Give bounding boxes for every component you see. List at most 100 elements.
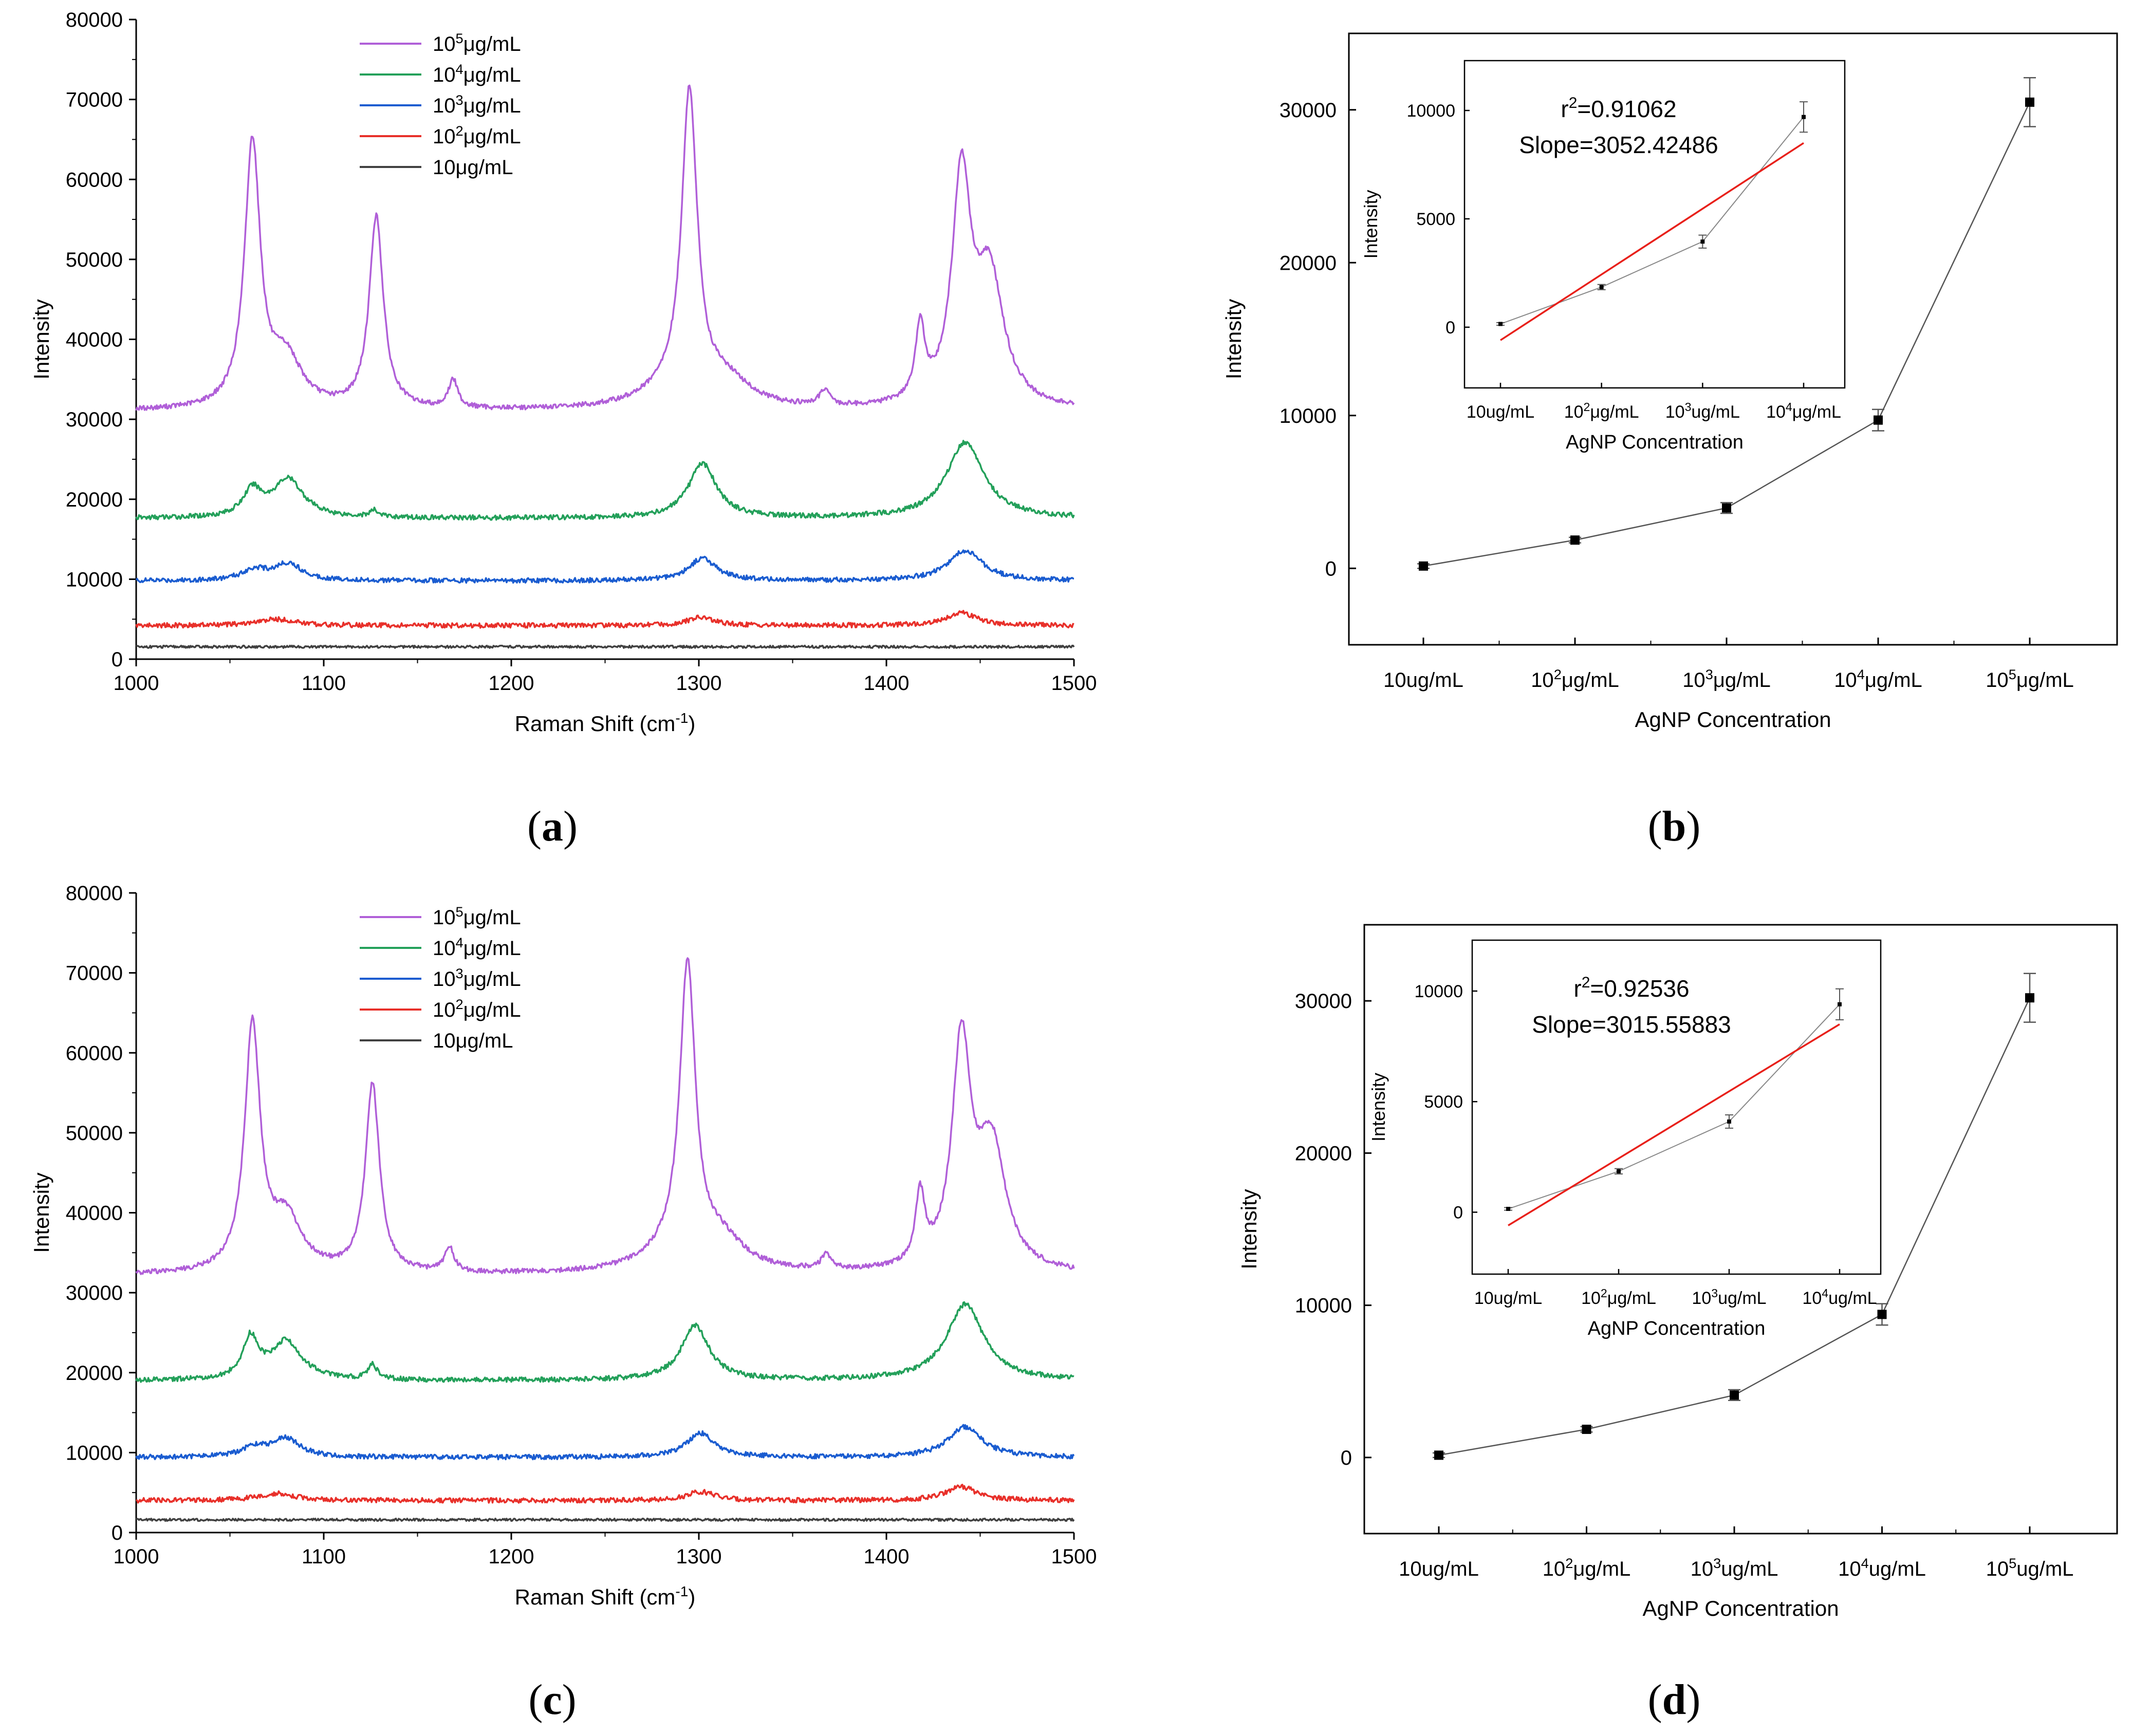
data-point-1 [1434, 1450, 1443, 1460]
data-point-2 [1570, 535, 1580, 545]
inset-x-axis-label: AgNP Concentration [1566, 432, 1744, 453]
x-axis-label: AgNP Concentration [1635, 707, 1831, 732]
y-tick-label: 60000 [66, 169, 123, 191]
data-point-5 [2025, 97, 2034, 107]
inset-x-tick-label: 10ug/mL [1474, 1289, 1542, 1308]
y-tick-label: 80000 [66, 882, 123, 905]
x-tick-label: 1200 [489, 1545, 534, 1568]
x-tick-label: 1000 [114, 672, 159, 695]
inset-data-line [1500, 117, 1804, 325]
chart-b: 0 10000 20000 30000 10ug/mL 102μg/mL 103μg/mL 1… [1221, 32, 2118, 732]
x-tick-label: 1200 [489, 672, 534, 695]
y-tick-label: 0 [112, 1522, 123, 1544]
caption-d: (d) [1647, 1676, 1701, 1724]
x-tick-label: 1100 [302, 1545, 346, 1568]
inset-y-axis-label: Intensity [1368, 1073, 1389, 1142]
legend-label-2: 104μg/mL [433, 935, 521, 960]
series-line-2 [135, 440, 1075, 521]
x-tick-label: 1000 [114, 1545, 159, 1568]
inset-x-tick-label: 102μg/mL [1581, 1286, 1656, 1308]
y-tick-label: 0 [1341, 1447, 1352, 1469]
x-tick-label: 105μg/mL [1986, 666, 2074, 692]
series-line-3 [135, 1424, 1075, 1461]
x-tick-label: 104ug/mL [1838, 1555, 1926, 1580]
x-axis-label: Raman Shift (cm-1) [515, 710, 696, 736]
series-line-3 [135, 549, 1074, 584]
y-tick-label: 30000 [66, 1282, 123, 1304]
slope-label: Slope=3015.55883 [1532, 1011, 1731, 1038]
x-tick-label: 1300 [676, 672, 722, 695]
x-tick-label: 1400 [864, 1545, 910, 1568]
x-tick-label: 1500 [1051, 1545, 1097, 1568]
fit-line [1500, 142, 1804, 341]
legend-label-4: 102μg/mL [433, 123, 521, 148]
legend-label-3: 103μg/mL [433, 965, 521, 991]
x-tick-label: 10ug/mL [1383, 669, 1463, 692]
y-tick-label: 10000 [1280, 405, 1337, 427]
y-axis-label: Intensity [1237, 1189, 1261, 1269]
x-tick-label: 103μg/mL [1682, 666, 1771, 692]
data-point-4 [1874, 415, 1883, 425]
plot-frame [1363, 924, 2118, 1535]
data-point-1 [1419, 561, 1428, 571]
caption-b: (b) [1647, 802, 1701, 850]
x-axis-label: Raman Shift (cm-1) [515, 1583, 696, 1609]
legend-label-4: 102μg/mL [433, 996, 521, 1021]
inset-x-tick-label: 102μg/mL [1564, 400, 1639, 422]
x-tick-label: 103ug/mL [1691, 1555, 1778, 1580]
y-tick-label: 50000 [66, 249, 123, 271]
inset-x-tick-label: 104ug/mL [1802, 1286, 1877, 1308]
x-tick-label: 1100 [302, 672, 346, 695]
legend-label-2: 104μg/mL [433, 61, 521, 86]
inset-data-point-3 [1727, 1119, 1731, 1124]
y-tick-label: 20000 [1280, 252, 1337, 274]
inset-x-tick-label: 104μg/mL [1766, 400, 1841, 422]
inset-data-point-3 [1700, 239, 1705, 244]
series-line-2 [135, 1301, 1074, 1383]
legend-label-5: 10μg/mL [433, 156, 513, 179]
inset-y-tick-label: 10000 [1406, 101, 1455, 121]
inset-y-tick-label: 0 [1453, 1203, 1463, 1222]
y-tick-label: 70000 [66, 962, 123, 985]
y-tick-label: 10000 [1295, 1295, 1352, 1317]
inset-x-axis-label: AgNP Concentration [1588, 1318, 1766, 1339]
y-tick-label: 70000 [66, 89, 123, 111]
x-tick-label: 104μg/mL [1834, 666, 1922, 692]
inset-data-point-1 [1498, 322, 1503, 326]
series-line-4 [136, 1484, 1075, 1504]
y-tick-label: 50000 [66, 1122, 123, 1145]
series-line-1 [135, 84, 1075, 411]
fit-line [1508, 1023, 1840, 1226]
chart-d: 0 10000 20000 30000 10ug/mL 102μg/mL 103ug/mL 1… [1237, 924, 2118, 1620]
inset-data-point-1 [1506, 1207, 1510, 1211]
y-axis-label: Intensity [29, 1172, 53, 1253]
plot-frame [1348, 32, 2118, 646]
inset-frame [1463, 60, 1846, 389]
y-tick-label: 30000 [66, 408, 123, 431]
y-tick-label: 60000 [66, 1042, 123, 1065]
inset-data-line [1508, 1004, 1840, 1209]
data-point-3 [1730, 1390, 1739, 1400]
inset-y-axis-label: Intensity [1360, 190, 1381, 258]
chart-a: 0 10000 20000 30000 40000 50000 60000 70000 8000… [29, 9, 1097, 736]
y-tick-label: 10000 [66, 1442, 123, 1464]
series-line-5 [136, 644, 1075, 649]
inset-data-point-2 [1617, 1169, 1621, 1173]
data-point-2 [1582, 1425, 1591, 1434]
x-axis-label: AgNP Concentration [1642, 1596, 1839, 1620]
x-tick-label: 102μg/mL [1543, 1555, 1631, 1580]
y-tick-label: 30000 [1295, 990, 1352, 1013]
inset-x-tick-label: 103ug/mL [1692, 1286, 1766, 1308]
chart-c: 0 10000 20000 30000 40000 50000 60000 70000 8000… [29, 882, 1097, 1609]
inset-y-tick-label: 5000 [1424, 1092, 1463, 1112]
y-tick-label: 20000 [66, 1362, 123, 1385]
y-tick-label: 80000 [66, 9, 123, 31]
x-tick-label: 105ug/mL [1986, 1555, 2074, 1580]
y-tick-label: 30000 [1280, 99, 1337, 122]
data-point-4 [1877, 1310, 1887, 1319]
y-tick-label: 10000 [66, 568, 123, 591]
y-tick-label: 20000 [66, 489, 123, 511]
legend-label-1: 105μg/mL [433, 904, 521, 929]
caption-c: (c) [528, 1676, 577, 1724]
inset-data-point-4 [1802, 115, 1806, 119]
